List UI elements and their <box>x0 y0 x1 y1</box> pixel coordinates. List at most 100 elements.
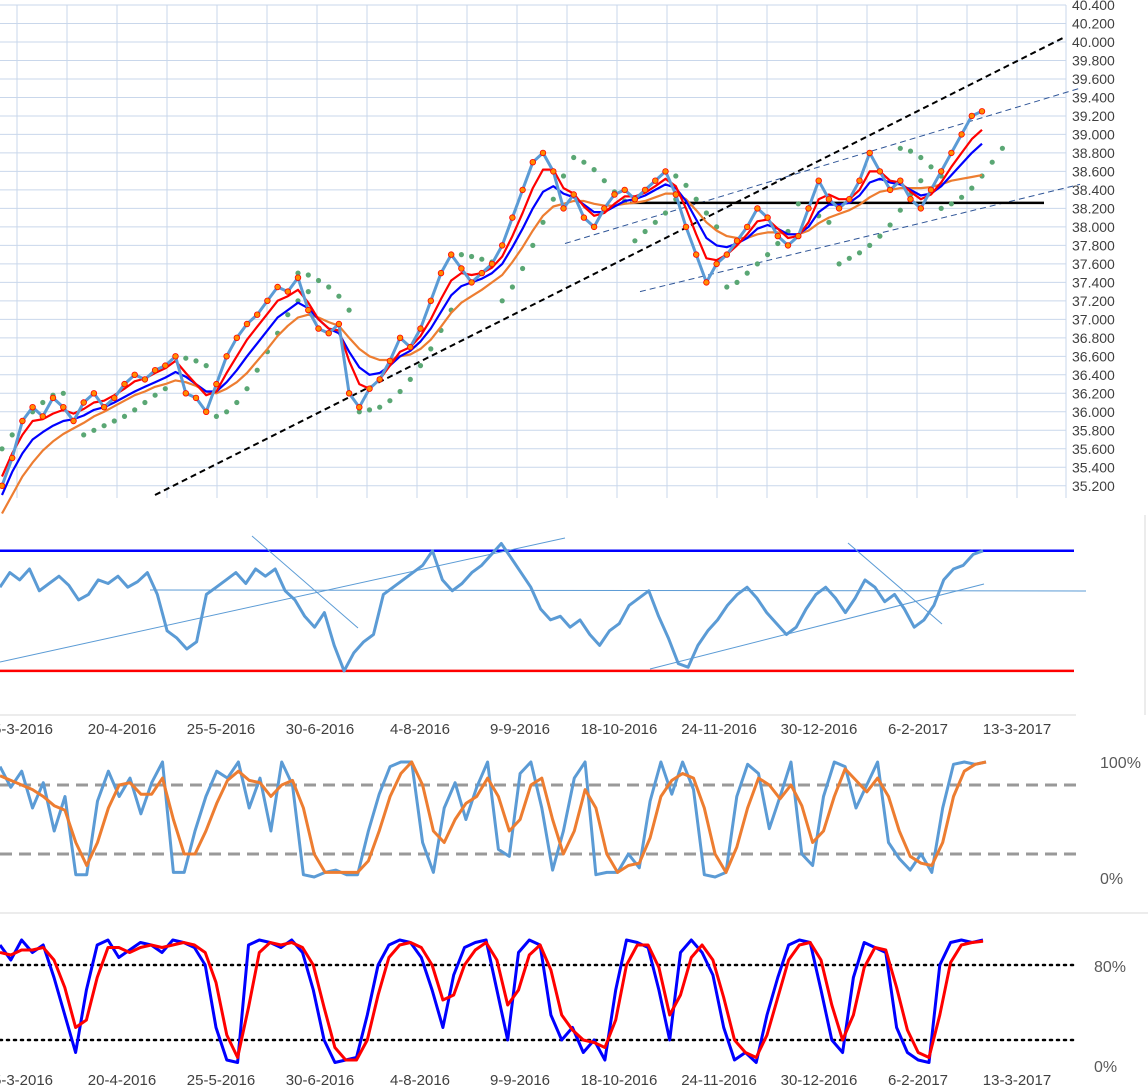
williams-date-label: 25-5-2016 <box>187 1072 255 1089</box>
price-marker <box>458 265 465 272</box>
price-marker <box>376 376 383 383</box>
price-marker <box>335 320 343 328</box>
sar-dot <box>499 298 505 304</box>
price-tick-label: 35.600 <box>1072 441 1115 457</box>
sar-dot <box>754 261 761 267</box>
sar-dot <box>520 265 526 272</box>
sar-dot <box>734 279 740 285</box>
price-tick-label: 38.800 <box>1072 145 1115 161</box>
sar-dot <box>724 284 730 290</box>
sar-dot <box>397 388 403 395</box>
price-tick-label: 39.800 <box>1072 52 1115 68</box>
price-marker <box>427 297 434 304</box>
price-marker <box>284 288 291 295</box>
price-marker <box>733 237 741 244</box>
price-tick-label: 36.600 <box>1072 348 1115 364</box>
sar-dot <box>673 173 679 179</box>
rsi-trendline <box>847 542 943 625</box>
price-marker <box>764 214 771 221</box>
price-tick-label: 36.000 <box>1072 404 1115 420</box>
sar-dot <box>428 346 434 352</box>
price-marker <box>641 186 649 194</box>
price-tick-label: 35.400 <box>1072 459 1115 475</box>
price-marker <box>621 186 628 194</box>
rsi-lines <box>0 535 1087 673</box>
sar-dot <box>744 270 750 276</box>
sar-dot <box>121 413 128 419</box>
price-marker <box>202 408 210 415</box>
sar-dot <box>560 173 567 179</box>
price-marker <box>417 325 424 332</box>
sar-dot <box>530 242 536 248</box>
price-marker <box>876 168 884 175</box>
sar-dot <box>897 145 903 151</box>
sar-dot <box>132 407 138 413</box>
price-marker <box>499 242 506 249</box>
price-tick-label: 37.600 <box>1072 256 1115 272</box>
price-marker <box>927 186 935 194</box>
rsi-line <box>0 542 984 673</box>
price-marker <box>366 385 373 392</box>
sar-dot <box>540 219 546 225</box>
williams-date-label: 9-9-2016 <box>490 1072 550 1089</box>
sar-dot <box>918 178 924 184</box>
price-tick-label: 37.000 <box>1072 311 1115 327</box>
price-marker <box>529 158 536 166</box>
price-marker <box>509 214 516 221</box>
price-line <box>0 109 983 487</box>
price-marker <box>80 399 87 406</box>
williams-date-label: 6-2-2017 <box>888 1072 948 1089</box>
price-marker <box>162 362 169 369</box>
price-marker <box>274 283 281 291</box>
sar-dot <box>846 255 852 261</box>
sar-dot <box>203 363 209 369</box>
parabolic-sar <box>0 145 1006 452</box>
price-marker <box>478 269 485 277</box>
price-marker <box>570 191 577 198</box>
sar-dot <box>387 398 393 404</box>
rsi-date-label: 9-9-2016 <box>490 721 550 738</box>
price-marker <box>233 334 240 341</box>
price-tick-label: 40.200 <box>1072 15 1115 31</box>
stochastic-lines <box>0 760 1076 879</box>
price-marker <box>713 260 720 268</box>
sar-dot <box>775 240 781 247</box>
sar-dot <box>91 427 97 433</box>
sar-dot <box>60 390 66 396</box>
rsi-date-label: 5-3-2016 <box>0 721 53 738</box>
sar-dot <box>366 407 373 413</box>
price-marker <box>8 454 16 462</box>
price-marker <box>856 177 863 184</box>
williams-date-label: 5-3-2016 <box>0 1072 53 1089</box>
price-tick-label: 37.800 <box>1072 237 1115 253</box>
price-marker <box>907 195 914 203</box>
sar-dot <box>224 409 230 415</box>
sma_mid-line <box>0 142 983 496</box>
rsi-date-label: 24-11-2016 <box>681 721 757 738</box>
dashed-upper-trendline <box>154 35 1067 496</box>
price-marker <box>49 394 57 402</box>
price-marker <box>866 149 873 157</box>
price-marker <box>539 149 547 157</box>
sar-dot <box>244 386 250 392</box>
williams-date-label: 13-3-2017 <box>983 1072 1051 1089</box>
sar-dot <box>989 159 995 165</box>
price-tick-label: 35.200 <box>1072 478 1115 494</box>
price-tick-label: 36.400 <box>1072 367 1115 383</box>
sar-dot <box>162 386 168 392</box>
williams-date-label: 30-6-2016 <box>286 1072 354 1089</box>
price-axis: 40.400 40.200 40.000 39.800 39.600 39.400 39.2… <box>1072 0 1115 494</box>
rsi-panel: 5-3-2016 20-4-2016 25-5-2016 30-6-2016 4-8-2… <box>0 515 1146 738</box>
price-marker <box>652 177 659 184</box>
price-marker <box>835 205 843 212</box>
rsi-date-label: 4-8-2016 <box>390 721 450 738</box>
sar-dot <box>632 238 638 244</box>
sar-dot <box>305 289 311 295</box>
williams-date-label: 18-10-2016 <box>581 1072 658 1089</box>
sar-dot <box>969 185 975 191</box>
price-marker <box>958 131 965 138</box>
price-tick-label: 39.400 <box>1072 89 1115 105</box>
price-marker <box>141 376 149 383</box>
price-marker <box>703 279 710 286</box>
w_d-line <box>0 939 984 1062</box>
